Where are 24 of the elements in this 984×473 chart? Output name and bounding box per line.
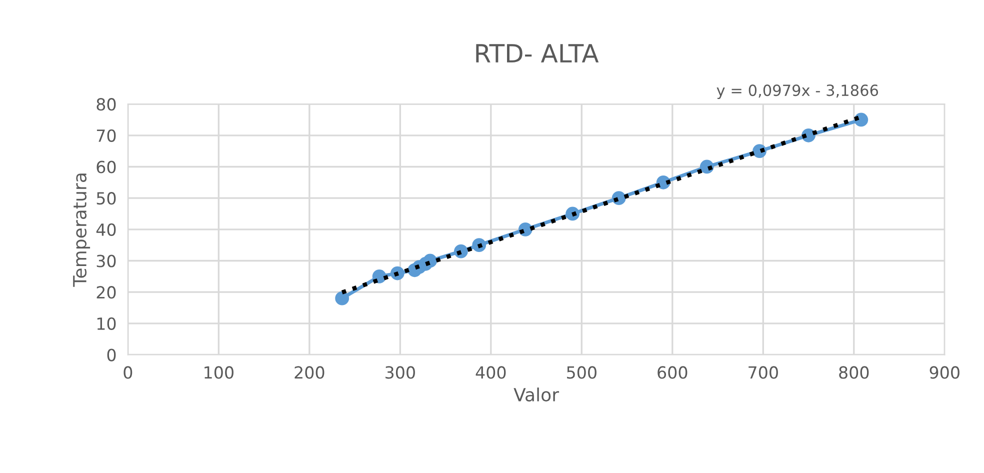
x-tick-label: 500: [567, 366, 596, 379]
x-tick-label: 400: [476, 366, 506, 379]
y-tick-label: 30: [96, 254, 116, 268]
x-tick-label: 0: [124, 366, 132, 379]
y-tick-label: 60: [96, 160, 116, 174]
chart-title: RTD- ALTA: [476, 44, 599, 62]
y-tick-label: 0: [107, 348, 116, 362]
x-tick-label: 200: [294, 366, 324, 379]
y-tick-label: 80: [96, 98, 116, 111]
x-tick-label: 800: [839, 366, 869, 379]
y-tick-label: 50: [96, 192, 116, 205]
y-axis-title: Temperatura: [73, 174, 90, 287]
text: y = 0,0979x - 3,1866: [716, 84, 878, 100]
x-axis-title: Valor: [514, 388, 560, 402]
x-tick-label: 300: [386, 366, 415, 379]
x-tick-label: 600: [658, 366, 688, 379]
point: [335, 291, 350, 306]
x-tick-label: 900: [930, 366, 960, 379]
y-tick-label: 20: [96, 286, 116, 299]
y-tick-label: 10: [97, 317, 116, 330]
y-tick-label: 40: [96, 223, 116, 236]
x-tick-label: 700: [748, 366, 778, 379]
x-tick-label: 100: [204, 366, 234, 379]
y-tick-label: 70: [96, 129, 116, 142]
